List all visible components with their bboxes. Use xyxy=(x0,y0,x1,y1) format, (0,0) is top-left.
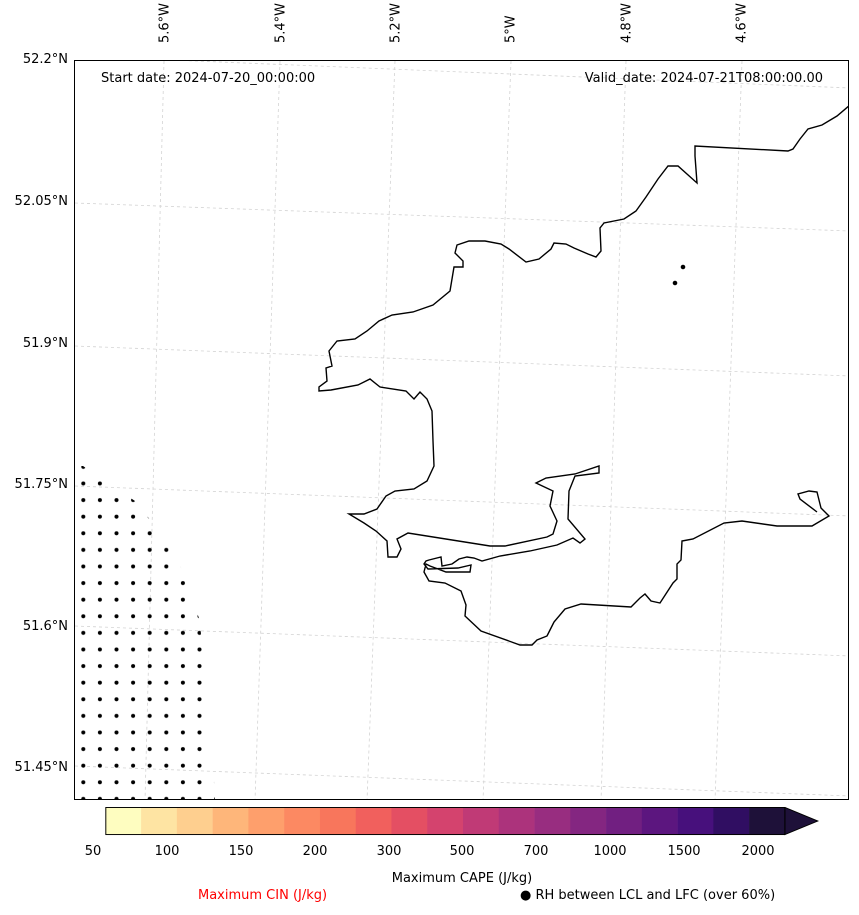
colorbar-segment xyxy=(713,807,750,835)
colorbar-segment xyxy=(355,807,392,835)
colorbar-segment xyxy=(427,807,464,835)
meridian-line xyxy=(600,61,627,799)
colorbar-segment xyxy=(463,807,500,835)
colorbar-segment xyxy=(105,807,142,835)
colorbar-tick: 150 xyxy=(228,844,254,859)
colorbar-tick: 100 xyxy=(154,844,180,859)
longitude-label: 4.8°W xyxy=(619,2,635,43)
meridian-line xyxy=(714,61,743,799)
colorbar-segment xyxy=(141,807,178,835)
colorbar-segment xyxy=(319,807,356,835)
longitude-label: 5.2°W xyxy=(388,2,404,43)
coastline xyxy=(318,105,848,646)
colorbar-tick: 500 xyxy=(449,844,475,859)
parallel-line xyxy=(75,345,848,377)
latitude-label: 51.6°N xyxy=(22,619,68,634)
colorbar-segment xyxy=(391,807,428,835)
colorbar-segment xyxy=(606,807,643,835)
colorbar-label: Maximum CAPE (J/kg) xyxy=(391,871,533,886)
colorbar-tick: 1500 xyxy=(667,844,701,859)
colorbar-segment xyxy=(677,807,714,835)
colorbar-tick: 50 xyxy=(84,844,102,859)
longitude-label: 4.6°W xyxy=(734,2,750,43)
cin-legend-label: Maximum CIN (J/kg) xyxy=(198,888,328,903)
rh-stipple-region xyxy=(75,466,215,799)
colorbar-tick: 2000 xyxy=(741,844,775,859)
rh-legend-label: ● RH between LCL and LFC (over 60%) xyxy=(520,888,776,903)
map-canvas xyxy=(75,61,848,799)
colorbar-segment xyxy=(498,807,535,835)
map-panel: Start date: 2024-07-20_00:00:00 Valid_da… xyxy=(74,60,849,800)
start-date-label: Start date: 2024-07-20_00:00:00 xyxy=(101,71,316,86)
latitude-label: 51.9°N xyxy=(22,336,68,351)
meridian-line xyxy=(366,61,396,799)
colorbar-tick: 700 xyxy=(523,844,549,859)
colorbar-tick: 300 xyxy=(376,844,402,859)
latitude-label: 51.75°N xyxy=(14,477,68,492)
parallel-line xyxy=(75,485,848,517)
colorbar-segment xyxy=(284,807,321,835)
latitude-label: 52.2°N xyxy=(22,52,68,67)
longitude-label: 5°W xyxy=(503,15,519,43)
valid-date-label: Valid_date: 2024-07-21T08:00:00.00 xyxy=(584,71,823,86)
longitude-label: 5.6°W xyxy=(157,2,173,43)
colorbar-segment xyxy=(570,807,607,835)
colorbar-tick: 1000 xyxy=(593,844,627,859)
colorbar-extend-arrow xyxy=(784,807,820,836)
colorbar-border xyxy=(105,807,786,836)
latitude-label: 51.45°N xyxy=(14,760,68,775)
colorbar-segment xyxy=(212,807,249,835)
parallel-line xyxy=(75,202,848,232)
colorbar-tick: 200 xyxy=(302,844,328,859)
colorbar-segment xyxy=(641,807,678,835)
meridian-line xyxy=(254,61,281,799)
colorbar-segment xyxy=(176,807,213,835)
latitude-label: 52.05°N xyxy=(14,194,68,209)
cape-colorbar xyxy=(105,807,820,836)
colorbar-segment xyxy=(534,807,571,835)
longitude-label: 5.4°W xyxy=(273,2,289,43)
colorbar-segment xyxy=(248,807,285,835)
meridian-line xyxy=(482,61,512,799)
colorbar-segment xyxy=(749,807,786,835)
